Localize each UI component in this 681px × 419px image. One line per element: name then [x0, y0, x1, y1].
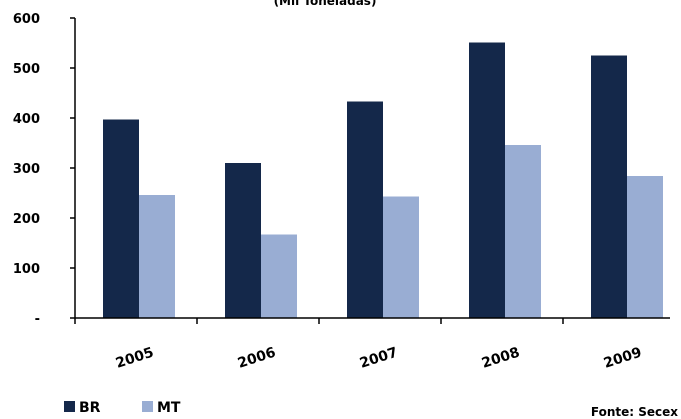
- x-tick-label: 2005: [114, 345, 156, 372]
- legend: BR MT: [64, 400, 181, 416]
- legend-label-br: BR: [79, 400, 101, 416]
- legend-label-mt: MT: [157, 400, 181, 416]
- y-tick-label: 600: [13, 12, 40, 27]
- bar-mt-2006: [261, 234, 297, 318]
- x-axis: 2005 2006 2007 2008 2009: [74, 317, 670, 372]
- bar-mt-2009: [627, 176, 663, 318]
- x-tick-label: 2007: [358, 345, 400, 372]
- y-tick-label: -: [35, 312, 40, 327]
- bar-br-2009: [591, 55, 627, 318]
- y-tick-label: 100: [13, 262, 40, 277]
- chart-subtitle: (Mil Toneladas): [274, 0, 377, 8]
- bar-br-2008: [469, 42, 505, 318]
- bar-br-2006: [225, 163, 261, 318]
- bar-mt-2008: [505, 145, 541, 318]
- bar-mt-2005: [139, 195, 175, 318]
- y-tick-label: 400: [13, 112, 40, 127]
- x-tick-label: 2006: [236, 345, 278, 372]
- y-tick-label: 500: [13, 62, 40, 77]
- x-tick-label: 2009: [602, 345, 644, 372]
- source-note: Fonte: Secex: [591, 405, 678, 419]
- x-tick-label: 2008: [480, 345, 522, 372]
- legend-swatch-mt: [142, 401, 153, 412]
- bar-br-2005: [103, 119, 139, 318]
- bar-br-2007: [347, 101, 383, 318]
- bars: [103, 42, 663, 318]
- legend-swatch-br: [64, 401, 75, 412]
- y-tick-label: 300: [13, 162, 40, 177]
- bar-mt-2007: [383, 196, 419, 318]
- y-tick-label: 200: [13, 212, 40, 227]
- y-axis: - 100 200 300 400 500 600: [13, 12, 76, 327]
